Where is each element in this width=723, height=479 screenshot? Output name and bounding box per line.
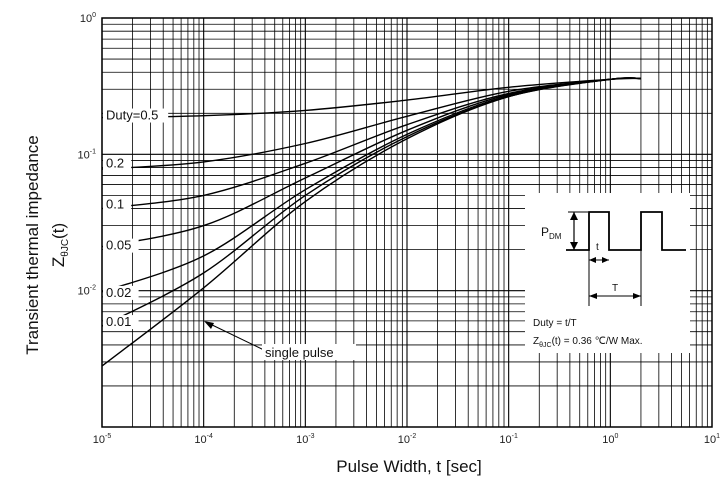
single-pulse-label-bg (262, 344, 356, 360)
T-arrow-left (589, 293, 597, 299)
y-tick-labels: 100 10-1 10-2 (78, 12, 97, 298)
series-line-2 (101, 77, 641, 210)
x-tick-label: 10-4 (194, 433, 213, 446)
curve-label-bg (103, 285, 139, 300)
y-symbol-suffix: (t) (49, 223, 68, 239)
z-text: (t) = 0.36 ℃/W Max. (552, 336, 643, 347)
x-tick-label: 10-1 (499, 433, 518, 446)
curve-label-bg (103, 108, 169, 123)
t-arrow-left (589, 257, 596, 263)
x-tick-label: 100 (602, 433, 618, 446)
z-formula: ZθJC(t) = 0.36 ℃/W Max. (533, 336, 643, 349)
curve-label-bg (103, 238, 139, 253)
curve-label: 0.05 (106, 238, 131, 253)
curve-label-bg (103, 197, 132, 212)
y-axis-symbol: ZθJC(t) (49, 223, 71, 267)
curve-label: 0.01 (106, 314, 131, 329)
curves (101, 77, 641, 367)
inset-box: PDM t T Duty = t/T ZθJC(t) = 0.36 ℃/W Ma… (525, 193, 690, 353)
single-pulse-label: single pulse (265, 345, 334, 360)
z-main: Z (533, 336, 539, 347)
single-pulse-arrow-line (205, 321, 269, 353)
y-tick-label: 10-2 (78, 285, 97, 298)
curve-label: 0.2 (106, 156, 124, 171)
y-tick-label: 100 (80, 12, 96, 25)
x-tick-label: 10-3 (296, 433, 315, 446)
x-tick-label: 10-2 (398, 433, 417, 446)
curve-label: Duty=0.5 (106, 108, 158, 123)
curve-label-bg (103, 156, 132, 171)
curve-label: 0.1 (106, 197, 124, 212)
single-pulse-arrow-head (204, 321, 214, 329)
T-arrow-right (633, 293, 641, 299)
t-label: t (596, 242, 599, 253)
y-axis-title: Transient thermal impedance (23, 135, 42, 355)
x-tick-label: 101 (704, 433, 720, 446)
inset-background (525, 193, 690, 353)
t-arrow-right (602, 257, 609, 263)
y-tick-label: 10-1 (78, 148, 97, 161)
pdm-label: PDM (541, 225, 562, 241)
plot-frame (101, 17, 713, 428)
pdm-sub: DM (549, 232, 562, 241)
x-axis-title: Pulse Width, t [sec] (336, 457, 482, 476)
pdm-arrow-up (570, 212, 578, 220)
T-label: T (612, 283, 618, 294)
curve-label: 0.02 (106, 285, 131, 300)
curve-labels: Duty=0.5 0.2 0.1 0.05 0.02 0.01 (103, 108, 169, 330)
x-tick-labels: 10-5 10-4 10-3 10-2 10-1 100 101 (93, 433, 720, 446)
pulse-waveform (566, 211, 686, 251)
series-line-6 (101, 77, 641, 367)
duty-formula: Duty = t/T (533, 318, 577, 329)
pdm-main: P (541, 225, 549, 239)
single-pulse-annotation: single pulse (204, 321, 356, 360)
y-symbol-main: Z (49, 257, 68, 267)
curve-label-bg (103, 315, 139, 330)
pdm-arrow-down (570, 242, 578, 250)
x-tick-label: 10-5 (93, 433, 112, 446)
z-sub: θJC (539, 342, 551, 349)
y-symbol-sub: θJC (60, 239, 71, 257)
